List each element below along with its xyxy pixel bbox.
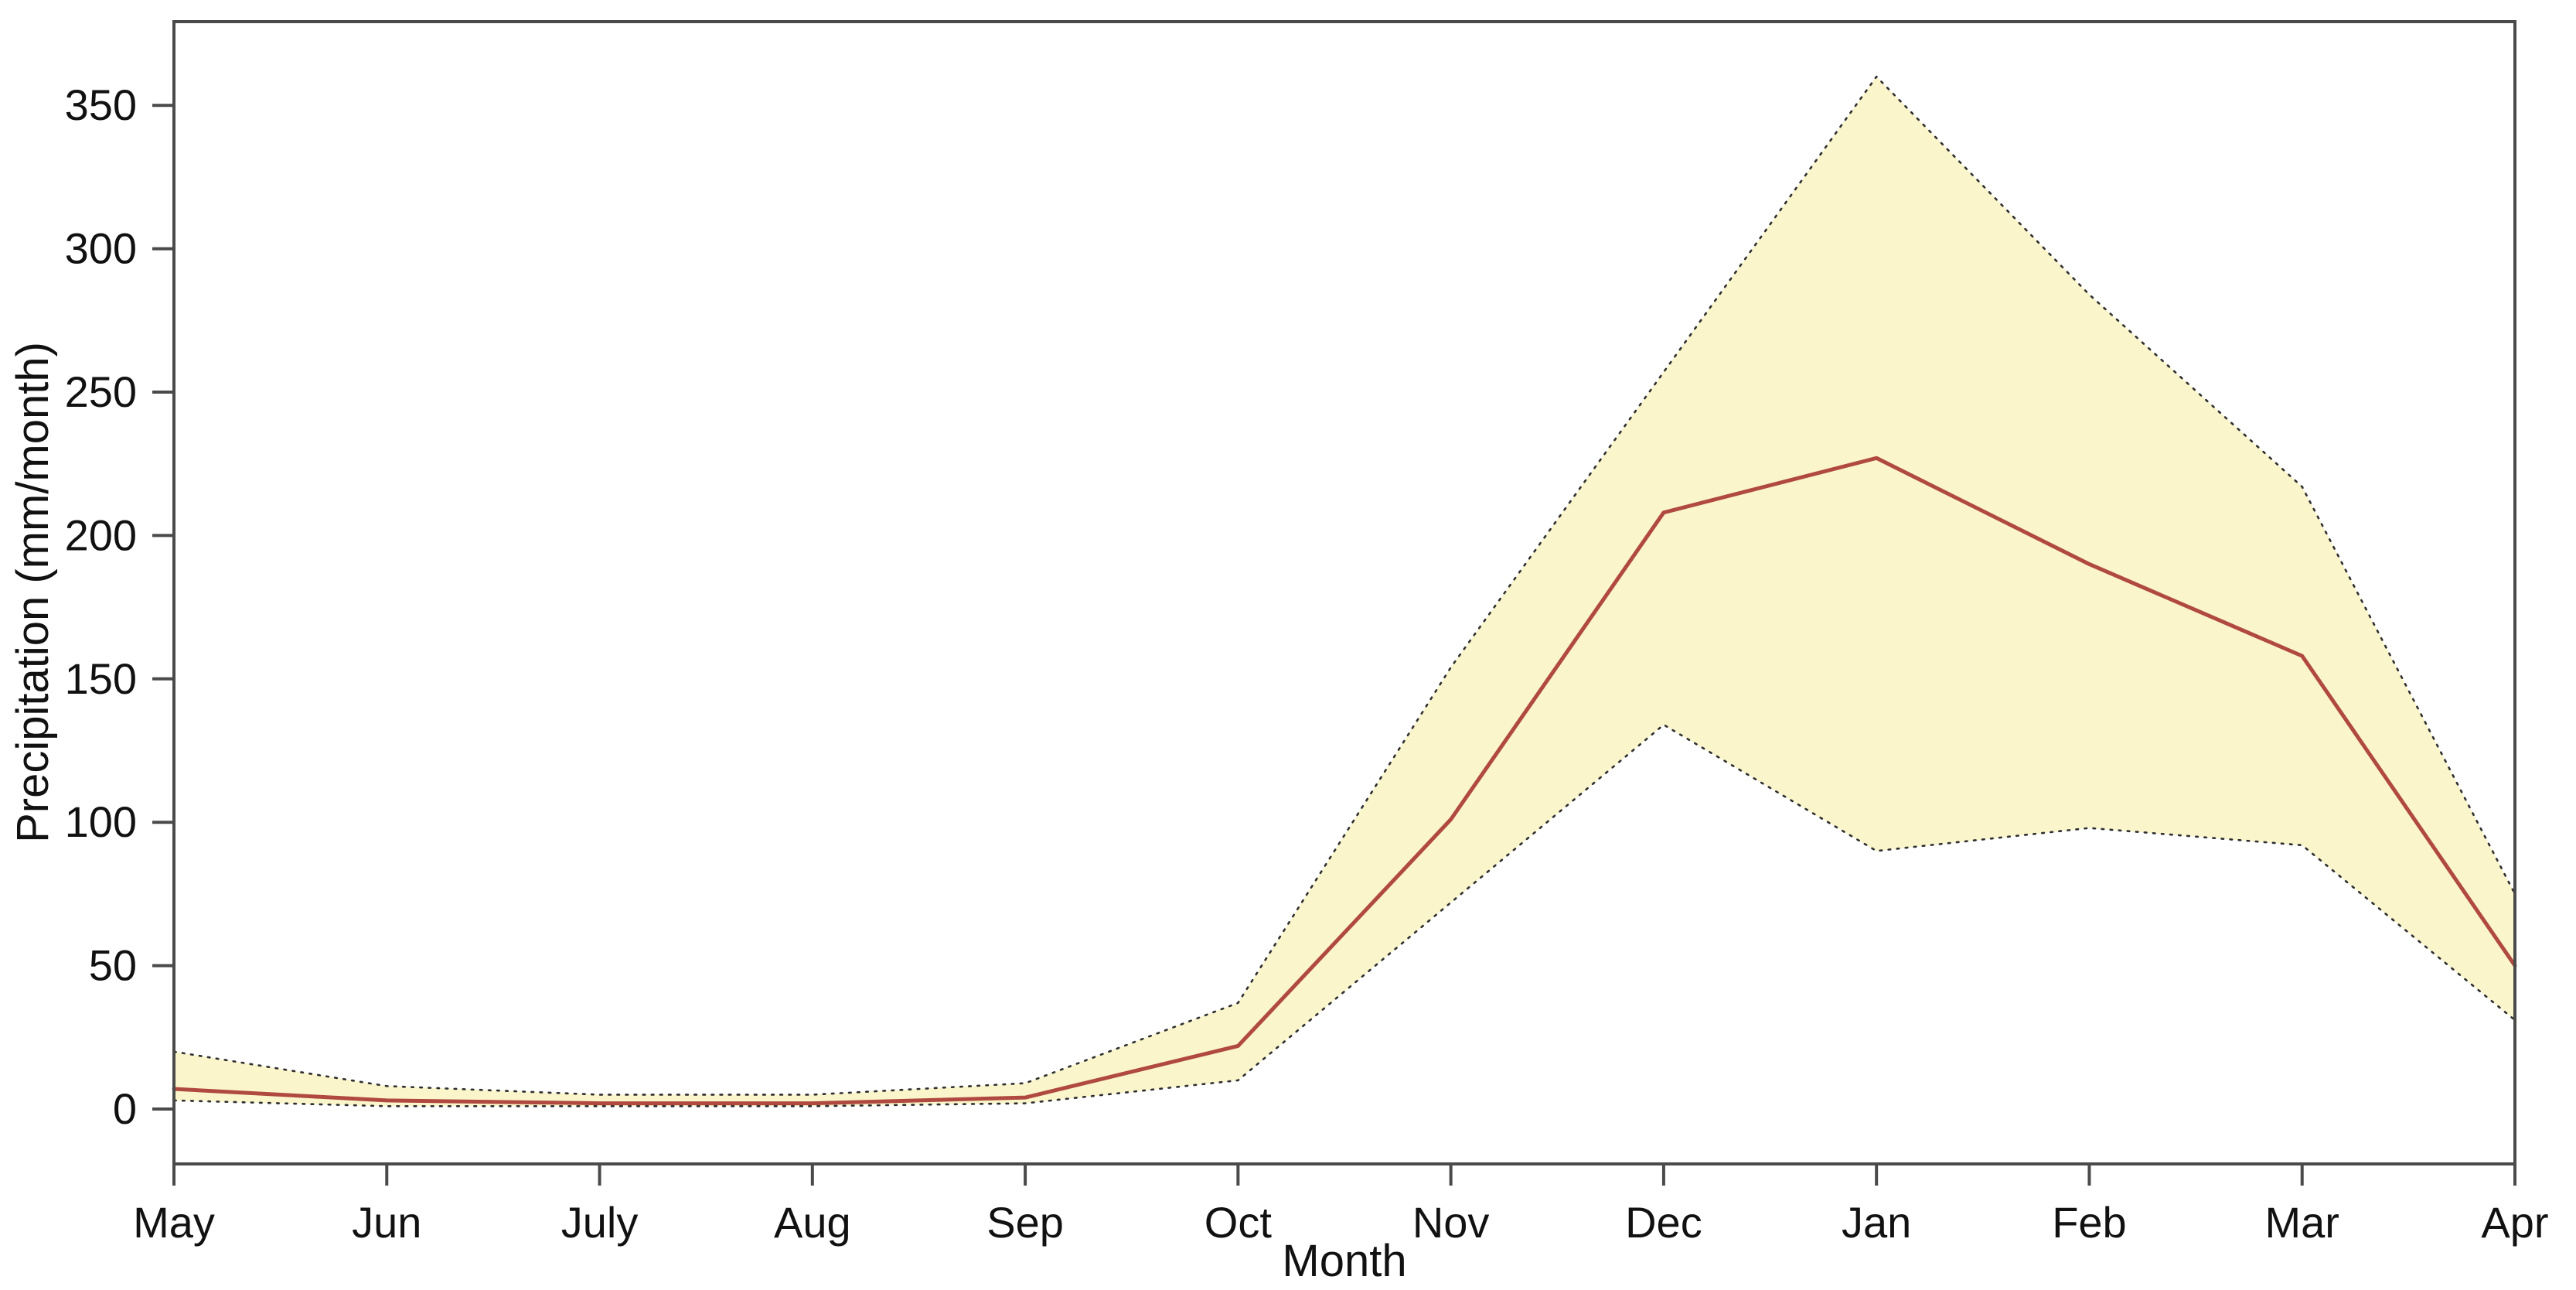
y-tick-label: 100 — [65, 797, 137, 846]
y-tick-label: 0 — [113, 1084, 137, 1133]
x-tick-label: May — [133, 1198, 215, 1247]
upper-bound-line — [172, 75, 2516, 1096]
plot-frame — [172, 20, 2516, 1165]
x-tick-label: Apr — [2481, 1198, 2548, 1247]
x-tick-label: Feb — [2052, 1198, 2127, 1247]
x-axis-title: Month — [1282, 1236, 1406, 1286]
mean-precipitation-line — [172, 456, 2517, 1106]
x-tick-label: Nov — [1412, 1198, 1490, 1247]
y-tick-label: 50 — [89, 941, 137, 990]
x-tick-label: Jun — [352, 1198, 421, 1247]
uncertainty-band — [174, 77, 2515, 1107]
y-tick-label: 200 — [65, 510, 137, 559]
x-tick-label: July — [561, 1198, 639, 1247]
y-axis-title: Precipitation (mm/month) — [8, 342, 58, 843]
y-tick-label: 350 — [65, 80, 137, 129]
y-tick-label: 150 — [65, 654, 137, 703]
x-tick-label: Jan — [1842, 1198, 1911, 1247]
lower-bound-line — [172, 723, 2516, 1107]
y-tick-label: 250 — [65, 367, 137, 416]
x-tick-label: Oct — [1205, 1198, 1273, 1247]
x-tick-label: Mar — [2265, 1198, 2339, 1247]
x-tick-label: Dec — [1625, 1198, 1702, 1247]
series-line-layer — [172, 75, 2517, 1107]
x-tick-label: Aug — [774, 1198, 851, 1247]
x-tick-label: Sep — [986, 1198, 1064, 1247]
axes-layer — [172, 20, 2516, 1165]
uncertainty-band-layer — [174, 77, 2515, 1107]
tick-layer: 0 50 100 150 200 250 300 350 May Jun July Aug Sep Oct… — [65, 80, 2549, 1247]
y-tick-label: 300 — [65, 224, 137, 273]
